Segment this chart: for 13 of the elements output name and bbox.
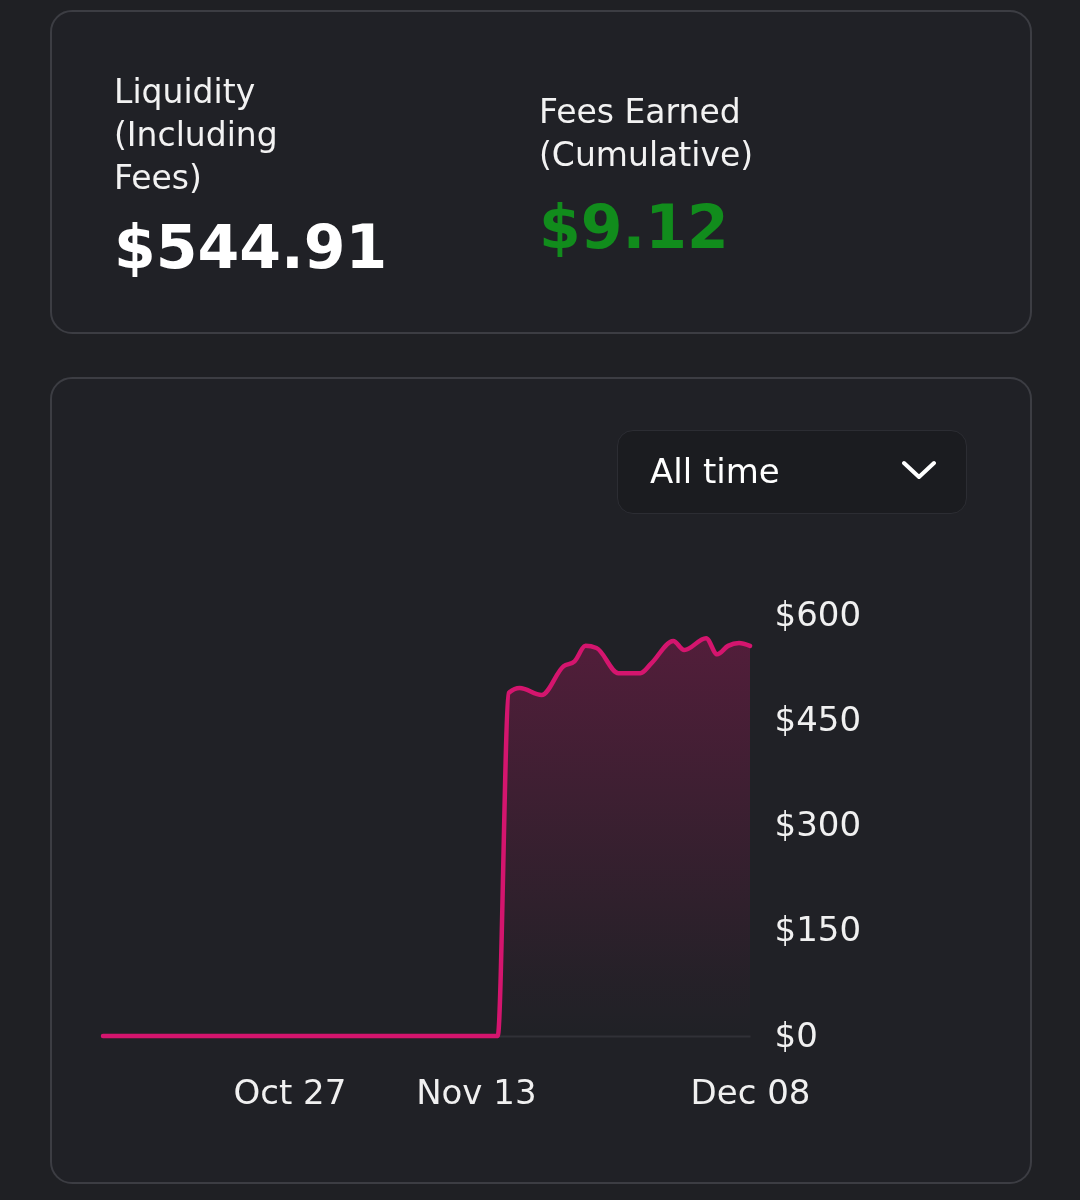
text: $9.12 [539,192,730,262]
x-tick-label: Oct 27 [233,1071,347,1112]
y-tick-label: $300 [774,804,862,844]
y-tick-label: $450 [774,698,862,739]
x-tick-label: Dec 08 [690,1071,811,1112]
x-tick-label: Nov 13 [416,1071,537,1112]
text: Liquidity (Including Fees) [114,71,279,199]
text: $544.91 [114,212,389,282]
text: All time [650,451,780,491]
y-tick-label: $0 [774,1014,818,1055]
y-tick-label: $150 [774,909,862,950]
text: Fees Earned (Cumulative) [539,91,755,176]
y-tick-label: $600 [774,593,862,634]
